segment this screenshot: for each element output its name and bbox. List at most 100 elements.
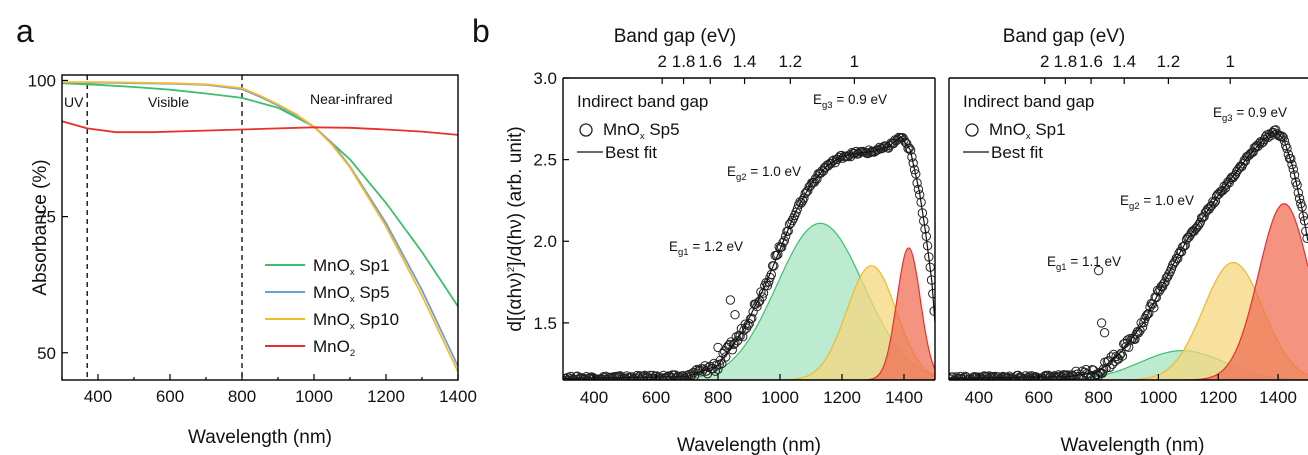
data-point [622, 371, 632, 380]
y-tick-label-3: 3.0 [533, 69, 557, 88]
y-tick-label-1: 2.0 [533, 232, 557, 251]
data-point [1287, 159, 1297, 170]
y-tick-label-2: 100 [28, 71, 56, 90]
data-point [1277, 131, 1287, 141]
annotation-g3: Eg3 = 0.9 eV [1213, 105, 1287, 124]
data-point [974, 372, 984, 380]
y-tick-label-2: 2.5 [533, 151, 557, 170]
panel-b-letter: b [472, 13, 490, 49]
data-point [1293, 188, 1304, 198]
data-point [787, 215, 797, 226]
data-point [1111, 351, 1121, 362]
data-point [1022, 374, 1032, 380]
x-tick-label-1: 600 [642, 388, 670, 407]
annotation-g2: Eg2 = 1.0 eV [727, 164, 801, 183]
series-line-3 [62, 120, 458, 136]
data-point [1062, 370, 1072, 380]
component-line-2 [563, 247, 935, 380]
component-fill-1 [563, 265, 935, 380]
data-point [1164, 269, 1174, 279]
panel-title: Indirect band gap [577, 92, 708, 111]
data-point [984, 371, 994, 380]
data-point [778, 237, 788, 248]
top-tick-label-5: 1 [1225, 52, 1234, 71]
x-tick-label-3: 1000 [1140, 388, 1178, 407]
data-point [904, 143, 914, 153]
x-tick-label-4: 1200 [823, 388, 861, 407]
top-tick-label-2: 1.6 [1079, 52, 1103, 71]
x-tick-label-2: 800 [228, 387, 256, 406]
data-point [998, 371, 1008, 380]
component-fill-1 [949, 262, 1308, 380]
top-tick-label-4: 1.2 [1157, 52, 1181, 71]
data-point [1286, 154, 1296, 164]
annotation-g1: Eg1 = 1.1 eV [1047, 254, 1121, 273]
component-line-1 [563, 265, 935, 380]
data-point-outlier-1 [1096, 318, 1107, 328]
top-tick-label-0: 2 [657, 52, 666, 71]
top-tick-label-2: 1.6 [698, 52, 722, 71]
band-gap-chart-sp1: 400 600 800 1000 1200 1400 Wavelength (nm) 2 1.8… [948, 26, 1308, 455]
plot-frame [61, 74, 459, 381]
y-tick-label-0: 50 [37, 344, 56, 363]
annotation-g1: Eg1 = 1.2 eV [669, 239, 743, 258]
data-point [809, 177, 819, 187]
data-point [779, 236, 789, 246]
legend-label-1: MnOx Sp5 [313, 283, 390, 305]
data-point [675, 373, 685, 380]
top-tick-label-1: 1.8 [672, 52, 696, 71]
best-fit-line [949, 129, 1308, 379]
y-axis-label: Absorbance (%) [30, 159, 51, 295]
annotation-g3: Eg3 = 0.9 eV [813, 92, 887, 111]
data-point [769, 261, 779, 271]
panel-a-letter: a [16, 13, 34, 49]
x-tick-label-2: 800 [704, 388, 732, 407]
data-point [777, 242, 787, 252]
data-point-outlier-2 [713, 342, 723, 353]
data-point [909, 165, 920, 175]
top-axis-label: Band gap (eV) [614, 26, 737, 47]
top-tick-label-1: 1.8 [1054, 52, 1078, 71]
data-point [1179, 241, 1189, 252]
absorbance-chart: UV Visible Near-infrared 400 600 800 1000 1200 1… [28, 71, 477, 448]
legend-label-data: MnOx Sp1 [989, 120, 1066, 142]
data-point [907, 152, 917, 162]
component-line-2 [949, 203, 1308, 380]
x-axis-label: Wavelength (nm) [1061, 435, 1205, 455]
x-tick-label-4: 1200 [367, 387, 405, 406]
data-point [1151, 292, 1162, 303]
data-point [1288, 164, 1299, 174]
legend-label-3: MnO2 [313, 337, 355, 359]
data-point [780, 231, 791, 241]
x-tick-label-2: 800 [1084, 388, 1112, 407]
data-point [730, 338, 740, 348]
top-tick-label-4: 1.2 [779, 52, 803, 71]
region-label-0: UV [64, 94, 84, 110]
data-point [1137, 322, 1148, 332]
legend-label-data: MnOx Sp5 [603, 120, 680, 142]
legend-label-fit: Best fit [991, 143, 1043, 162]
data-point [786, 218, 796, 228]
x-tick-label-1: 600 [156, 387, 184, 406]
legend-circle-symbol [579, 123, 593, 137]
x-tick-label-0: 400 [965, 388, 993, 407]
data-point-outlier-1 [730, 310, 740, 320]
top-tick-label-5: 1 [850, 52, 859, 71]
region-label-1: Visible [148, 94, 189, 110]
data-point [1292, 180, 1302, 190]
y-tick-label-0: 1.5 [533, 314, 557, 333]
data-point [1141, 311, 1152, 321]
data-point [864, 145, 874, 155]
data-point-outlier-2 [1099, 328, 1110, 338]
data-point [1209, 198, 1219, 208]
x-tick-label-0: 400 [580, 388, 608, 407]
series-group [62, 81, 458, 373]
data-point [1160, 277, 1170, 287]
data-point [783, 226, 793, 236]
best-fit-line [563, 135, 935, 379]
top-axis-label: Band gap (eV) [1003, 26, 1126, 47]
y-axis-label: d[(αhν)2]/d(hν) (arb. unit) [505, 126, 526, 331]
region-label-2: Near-infrared [310, 91, 392, 107]
series-line-0 [62, 82, 458, 307]
y-tick-label-1: 75 [37, 208, 56, 227]
